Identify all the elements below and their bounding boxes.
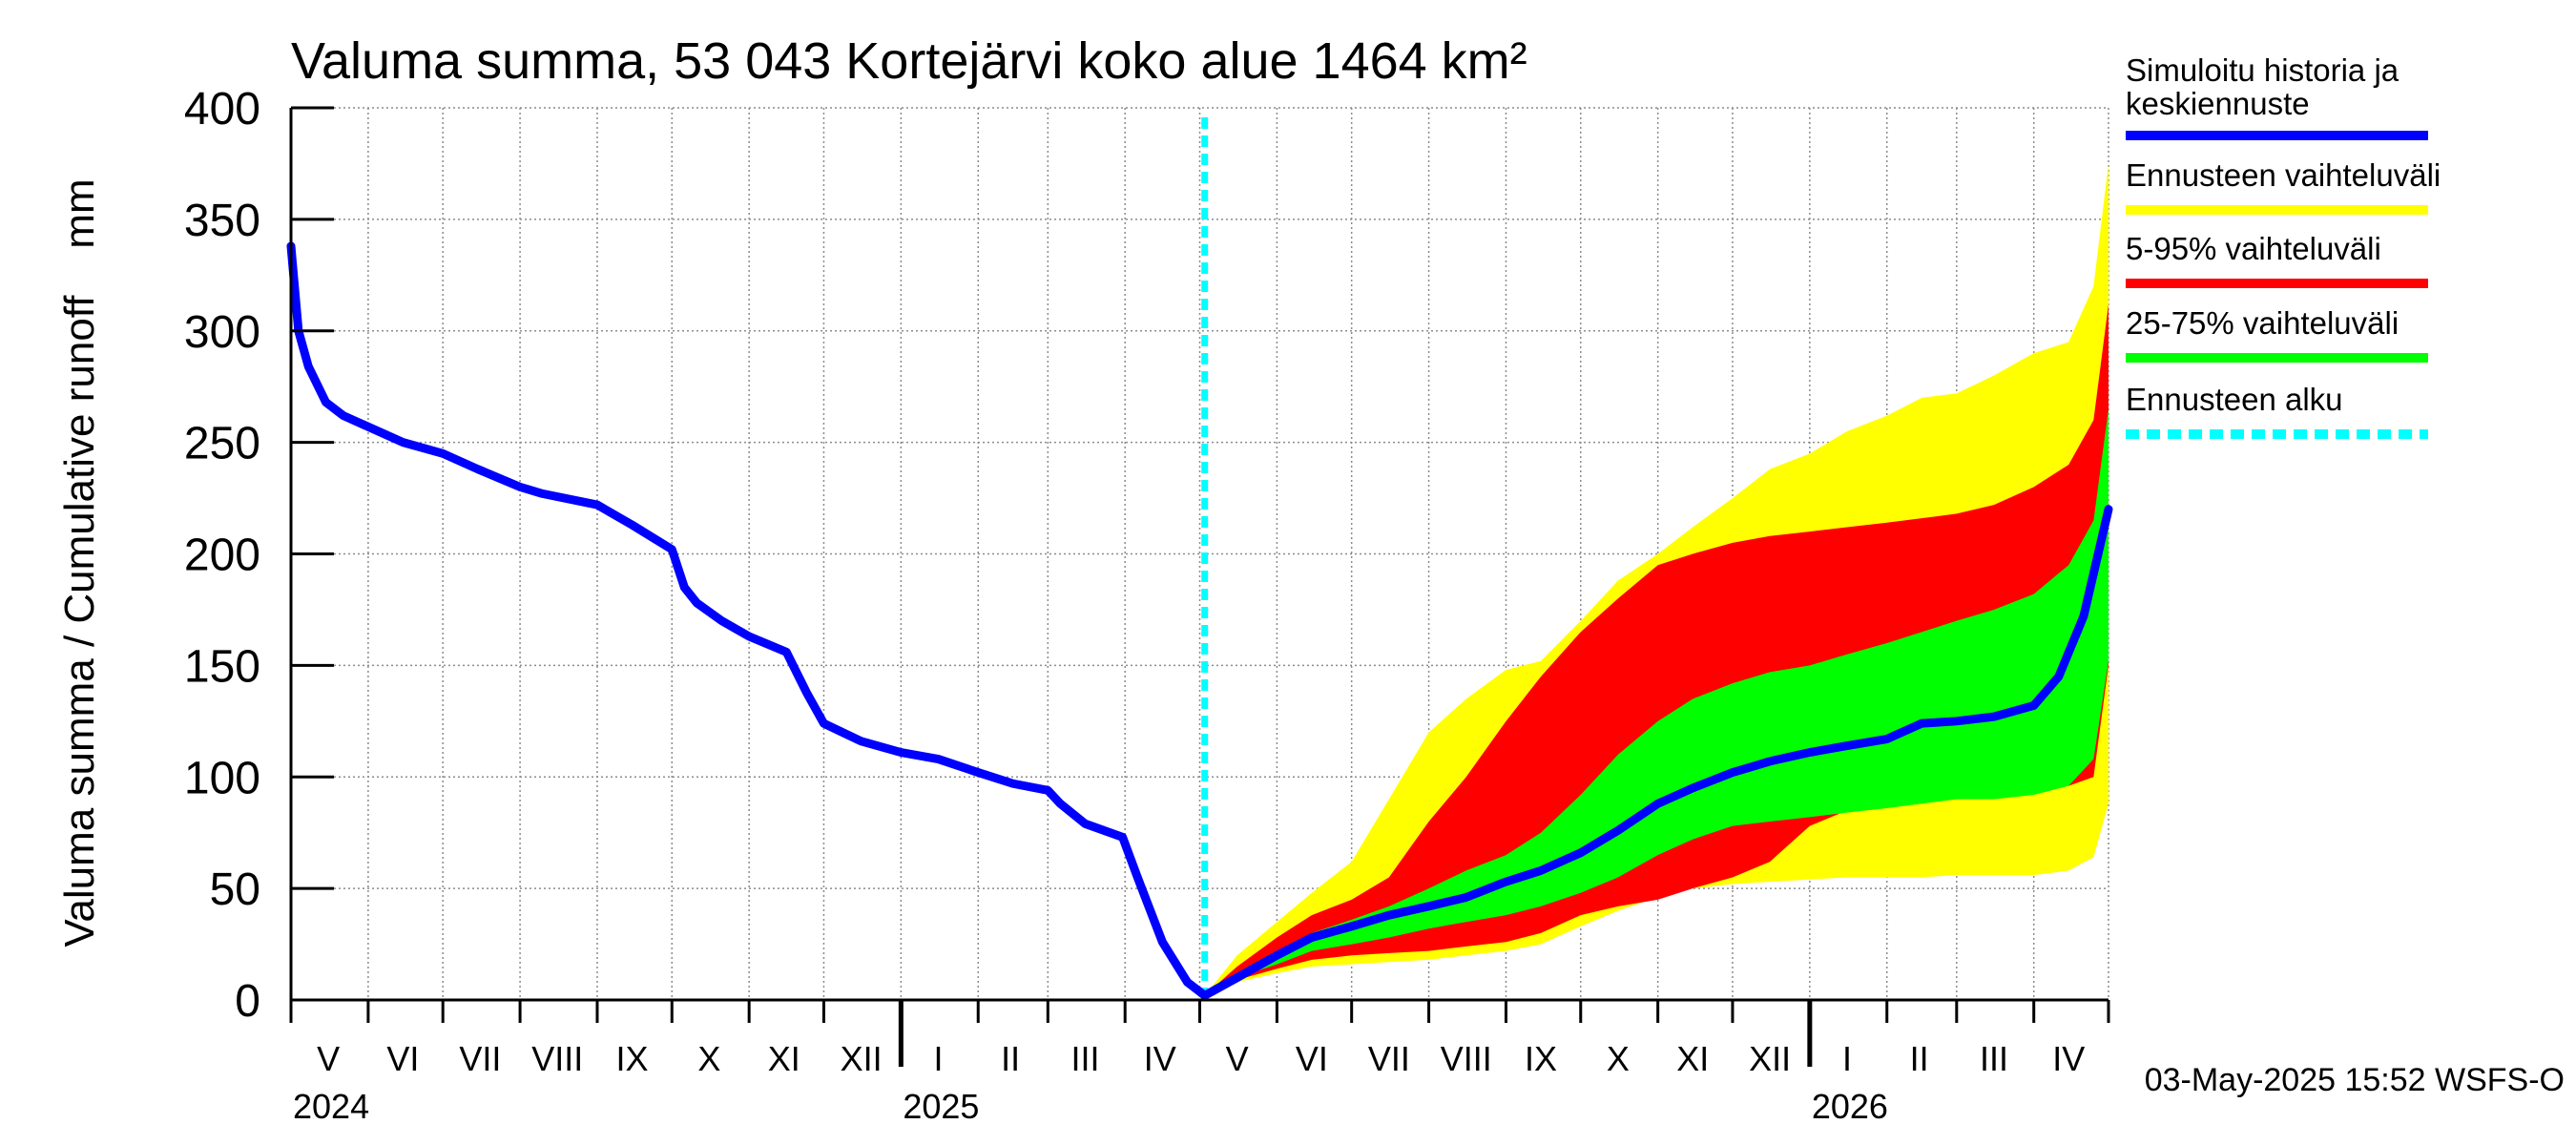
year-label: 2025: [903, 1087, 979, 1126]
month-label: V: [1226, 1039, 1249, 1078]
month-label: VII: [459, 1039, 501, 1078]
main-series: [286, 241, 2113, 1000]
y-tick-label: 100: [184, 753, 260, 803]
month-label: XII: [841, 1039, 883, 1078]
month-label: I: [1842, 1039, 1852, 1078]
y-tick-label: 150: [184, 641, 260, 692]
legend-label: Ennusteen vaihteluväli: [2126, 157, 2441, 193]
legend-label: keskiennuste: [2126, 86, 2310, 121]
y-axis: 0 50 100 150 200 250 300 350 400: [184, 84, 334, 1027]
year-label: 2026: [1812, 1087, 1888, 1126]
month-label: IX: [616, 1039, 649, 1078]
month-label: III: [1980, 1039, 2008, 1078]
month-label: IV: [1144, 1039, 1176, 1078]
legend-label: Simuloitu historia ja: [2126, 52, 2399, 88]
y-tick-label: 350: [184, 196, 260, 246]
x-axis: V VI VII VIII IX X XI XII I II III IV V VI VII VIII IX X X…: [289, 1000, 2110, 1126]
series-line-main: [286, 241, 2113, 1000]
chart-title: Valuma summa, 53 043 Kortejärvi koko alu…: [291, 32, 1527, 90]
y-tick-label: 0: [235, 976, 260, 1027]
y-tick-label: 250: [184, 419, 260, 469]
y-tick-label: 300: [184, 307, 260, 358]
month-label: VIII: [1441, 1039, 1492, 1078]
legend-label: Ennusteen alku: [2126, 382, 2343, 417]
month-label: XI: [768, 1039, 800, 1078]
month-label: V: [317, 1039, 340, 1078]
legend-label: 25-75% vaihteluväli: [2126, 305, 2399, 341]
year-label: 2024: [293, 1087, 369, 1126]
month-label: XI: [1676, 1039, 1709, 1078]
month-label: VII: [1368, 1039, 1410, 1078]
month-label: VI: [386, 1039, 419, 1078]
forecast-bands: [1204, 163, 2109, 996]
month-label: VI: [1296, 1039, 1328, 1078]
y-tick-label: 400: [184, 84, 260, 135]
month-label: X: [1607, 1039, 1630, 1078]
legend-label: 5-95% vaihteluväli: [2126, 231, 2381, 266]
band-25-75-vaihteluv-li: [1204, 408, 2109, 996]
grid: [290, 107, 2109, 1001]
month-label: IX: [1525, 1039, 1557, 1078]
month-label: I: [933, 1039, 943, 1078]
month-label: II: [1001, 1039, 1020, 1078]
band-5-95-vaihteluv-li: [1204, 303, 2109, 996]
y-tick-label: 50: [210, 864, 260, 915]
y-axis-label: Valuma summa / Cumulative runoff mm: [56, 178, 103, 947]
month-label: XII: [1749, 1039, 1791, 1078]
month-label: III: [1070, 1039, 1099, 1078]
month-label: II: [1910, 1039, 1929, 1078]
timestamp-label: 03-May-2025 15:52 WSFS-O: [2145, 1062, 2565, 1098]
month-label: X: [697, 1039, 720, 1078]
month-label: IV: [2052, 1039, 2085, 1078]
month-label: VIII: [531, 1039, 583, 1078]
y-tick-label: 200: [184, 531, 260, 581]
